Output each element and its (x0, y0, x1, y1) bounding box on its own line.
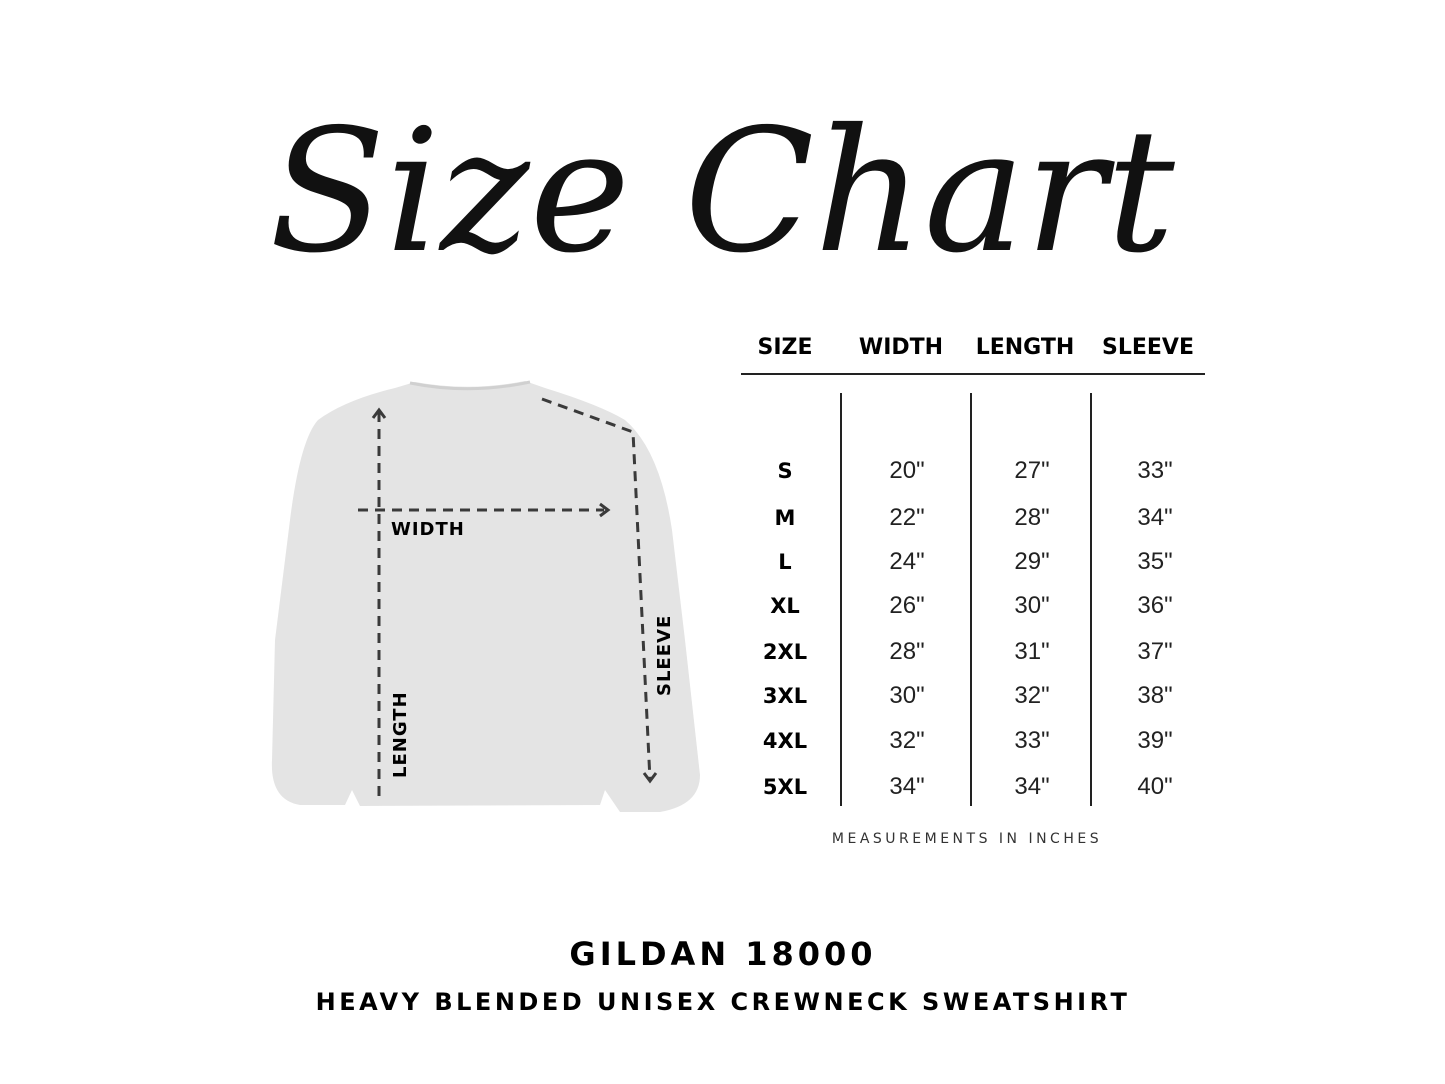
size-table: SIZE WIDTH LENGTH SLEEVE S 20" 27" 33" M 22" 2… (741, 335, 1205, 847)
table-row: L 24" 29" 35" (778, 548, 1172, 575)
width-cell: 28" (889, 638, 924, 665)
length-label: LENGTH (390, 691, 411, 778)
header-size: SIZE (757, 335, 812, 360)
size-cell: L (778, 550, 791, 574)
collar (409, 380, 531, 391)
length-cell: 29" (1014, 548, 1049, 575)
sweatshirt-diagram: WIDTH LENGTH SLEEVE (271, 380, 700, 812)
sleeve-cell: 33" (1137, 457, 1172, 484)
length-cell: 30" (1014, 592, 1049, 619)
table-row: XL 26" 30" 36" (770, 592, 1172, 619)
header-sleeve: SLEEVE (1102, 335, 1194, 360)
length-cell: 31" (1014, 638, 1049, 665)
sleeve-label: SLEEVE (654, 615, 675, 696)
sleeve-cell: 34" (1137, 504, 1172, 531)
size-cell: 3XL (763, 684, 807, 708)
header-length: LENGTH (976, 335, 1075, 360)
table-row: 5XL 34" 34" 40" (763, 773, 1173, 800)
table-row: 4XL 32" 33" 39" (763, 727, 1173, 754)
product-model: GILDAN 18000 (569, 935, 876, 973)
sweatshirt-image (271, 381, 700, 812)
length-cell: 27" (1014, 457, 1049, 484)
table-row: 3XL 30" 32" 38" (763, 682, 1173, 709)
sleeve-cell: 39" (1137, 727, 1172, 754)
table-row: M 22" 28" 34" (775, 504, 1173, 531)
sleeve-cell: 38" (1137, 682, 1172, 709)
length-cell: 33" (1014, 727, 1049, 754)
measurement-note: MEASUREMENTS IN INCHES (832, 831, 1102, 847)
length-cell: 32" (1014, 682, 1049, 709)
length-cell: 34" (1014, 773, 1049, 800)
width-cell: 22" (889, 504, 924, 531)
size-cell: M (775, 506, 796, 530)
header-width: WIDTH (859, 335, 943, 360)
width-cell: 20" (889, 457, 924, 484)
width-label: WIDTH (391, 519, 465, 540)
width-cell: 24" (889, 548, 924, 575)
sleeve-cell: 35" (1137, 548, 1172, 575)
width-cell: 32" (889, 727, 924, 754)
size-cell: S (777, 459, 792, 483)
product-description: HEAVY BLENDED UNISEX CREWNECK SWEATSHIRT (316, 988, 1131, 1016)
page-title: Size Chart (269, 93, 1175, 291)
width-cell: 26" (889, 592, 924, 619)
sleeve-arrow (541, 397, 652, 781)
table-row: S 20" 27" 33" (777, 457, 1172, 484)
sleeve-cell: 40" (1137, 773, 1172, 800)
size-cell: 5XL (763, 775, 807, 799)
length-cell: 28" (1014, 504, 1049, 531)
width-cell: 30" (889, 682, 924, 709)
size-cell: 4XL (763, 729, 807, 753)
size-cell: 2XL (763, 640, 807, 664)
size-cell: XL (770, 594, 800, 618)
sleeve-cell: 36" (1137, 592, 1172, 619)
width-cell: 34" (889, 773, 924, 800)
table-row: 2XL 28" 31" 37" (763, 638, 1173, 665)
sleeve-cell: 37" (1137, 638, 1172, 665)
